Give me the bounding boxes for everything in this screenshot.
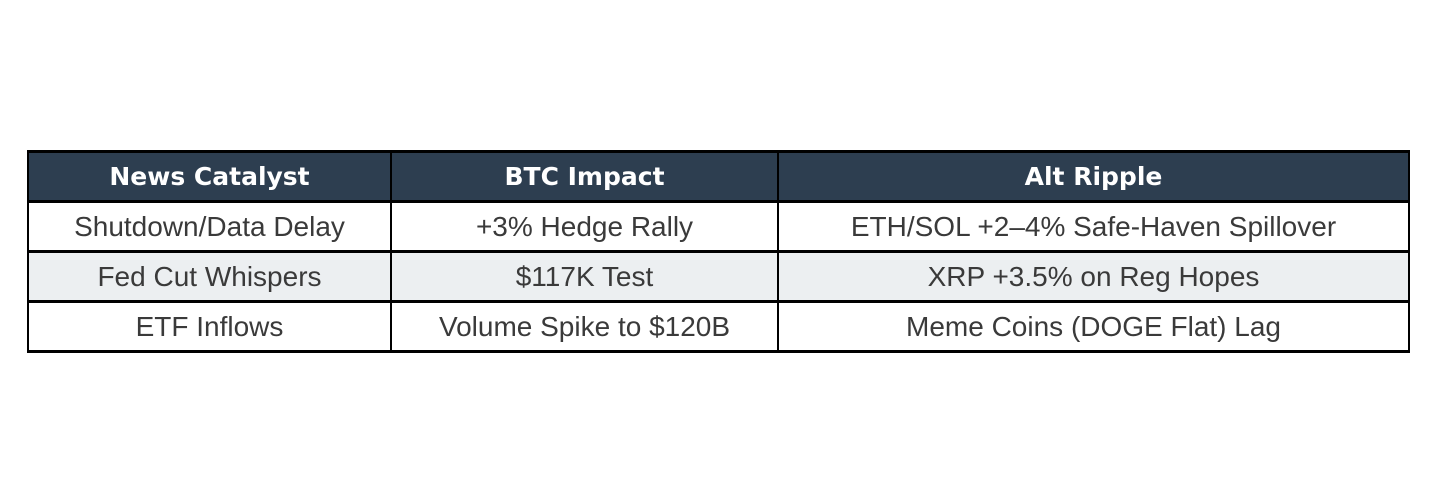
cell-btc-impact-shutdown: +3% Hedge Rally bbox=[390, 200, 779, 253]
crypto-news-impact-table-container: News Catalyst BTC Impact Alt Ripple Shut… bbox=[27, 150, 1410, 353]
table-row: Fed Cut Whispers $117K Test XRP +3.5% on… bbox=[27, 250, 1410, 303]
cell-alt-ripple-fed-cut: XRP +3.5% on Reg Hopes bbox=[777, 250, 1410, 303]
cell-catalyst-fed-cut: Fed Cut Whispers bbox=[27, 250, 392, 303]
cell-catalyst-shutdown: Shutdown/Data Delay bbox=[27, 200, 392, 253]
cell-btc-impact-etf-inflows: Volume Spike to $120B bbox=[390, 300, 779, 353]
cell-alt-ripple-etf-inflows: Meme Coins (DOGE Flat) Lag bbox=[777, 300, 1410, 353]
table-row: ETF Inflows Volume Spike to $120B Meme C… bbox=[27, 300, 1410, 353]
table-row: Shutdown/Data Delay +3% Hedge Rally ETH/… bbox=[27, 200, 1410, 253]
column-header-btc-impact: BTC Impact bbox=[390, 150, 779, 203]
header-row: News Catalyst BTC Impact Alt Ripple bbox=[27, 150, 1410, 203]
cell-catalyst-etf-inflows: ETF Inflows bbox=[27, 300, 392, 353]
cell-alt-ripple-shutdown: ETH/SOL +2–4% Safe-Haven Spillover bbox=[777, 200, 1410, 253]
cell-btc-impact-fed-cut: $117K Test bbox=[390, 250, 779, 303]
column-header-alt-ripple: Alt Ripple bbox=[777, 150, 1410, 203]
crypto-news-impact-table: News Catalyst BTC Impact Alt Ripple Shut… bbox=[27, 150, 1410, 353]
column-header-news-catalyst: News Catalyst bbox=[27, 150, 392, 203]
